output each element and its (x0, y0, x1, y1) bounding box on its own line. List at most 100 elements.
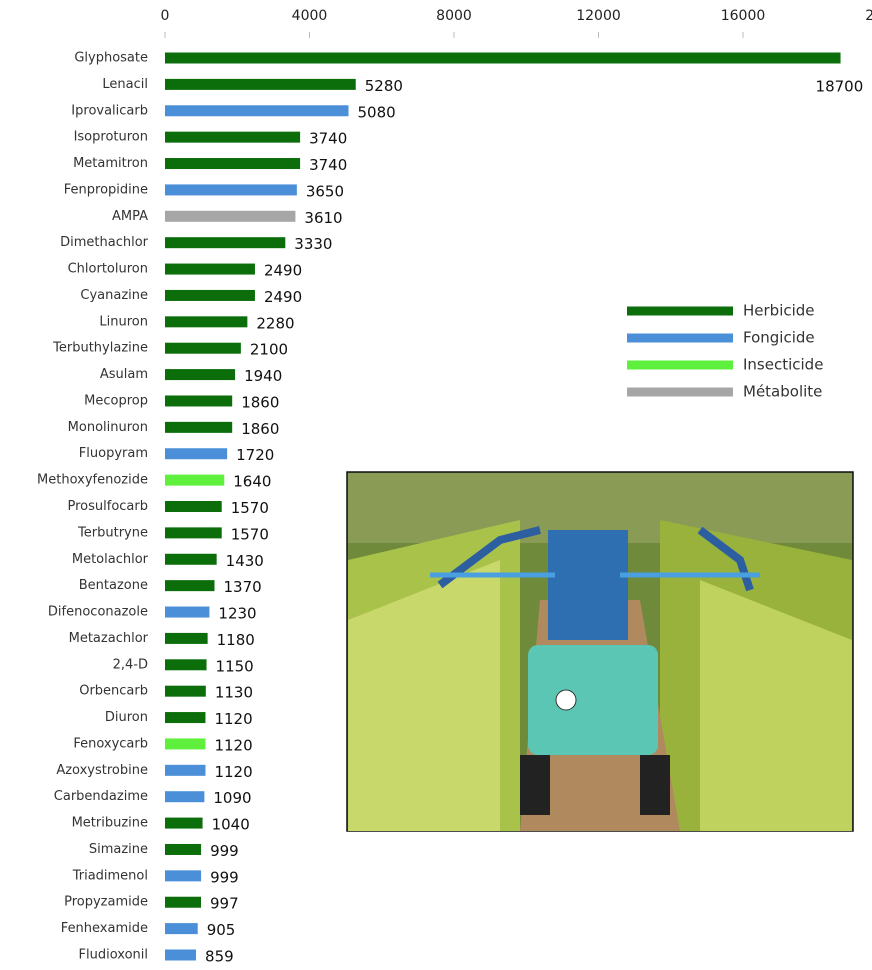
bar (165, 210, 296, 222)
value-label: 1570 (231, 525, 269, 543)
bar (165, 606, 210, 618)
bar (165, 632, 208, 644)
y-tick-label: Prosulfocarb (68, 499, 149, 514)
bar (165, 580, 215, 592)
bar (165, 395, 233, 407)
bar (165, 712, 206, 724)
bar (165, 131, 301, 143)
value-label: 1120 (214, 736, 252, 754)
y-tick-label: Isoproturon (74, 130, 148, 145)
value-label: 2490 (264, 262, 302, 280)
bar (165, 105, 349, 117)
bar (165, 289, 255, 301)
y-tick-label: Triadimenol (72, 868, 148, 883)
value-label: 1040 (212, 816, 250, 834)
value-label: 1180 (217, 631, 255, 649)
y-tick-label: Azoxystrobine (56, 763, 148, 778)
value-label: 859 (205, 948, 234, 966)
x-tick-label: 8000 (436, 8, 472, 24)
value-label: 2100 (250, 341, 288, 359)
photo (346, 471, 854, 832)
bar (165, 896, 202, 908)
y-tick-label: Mecoprop (84, 393, 148, 408)
value-label: 1130 (215, 684, 253, 702)
bar (165, 158, 301, 170)
value-label: 3610 (304, 209, 342, 227)
bar (165, 870, 202, 882)
value-label: 5080 (358, 103, 396, 121)
value-label: 1090 (213, 789, 251, 807)
value-label: 3740 (309, 156, 347, 174)
bar (165, 448, 228, 460)
x-tick-label: 4000 (292, 8, 328, 24)
value-label: 3740 (309, 130, 347, 148)
y-tick-label: Difenoconazole (48, 605, 148, 620)
bar (165, 369, 236, 381)
bar (165, 553, 217, 565)
y-tick-label: Propyzamide (64, 895, 148, 910)
value-label: 905 (207, 921, 236, 939)
value-label: 1370 (223, 578, 261, 596)
bar (165, 263, 255, 275)
bar (165, 949, 197, 961)
value-label: 1230 (218, 605, 256, 623)
y-tick-label: Orbencarb (79, 684, 148, 699)
value-label: 2280 (256, 314, 294, 332)
value-label: 1860 (241, 393, 279, 411)
y-tick-label: Glyphosate (74, 51, 148, 66)
bar (165, 342, 241, 354)
value-label: 5280 (365, 77, 403, 95)
y-tick-label: Iprovalicarb (71, 103, 148, 118)
x-tick-label: 12000 (576, 8, 621, 24)
value-label: 1940 (244, 367, 282, 385)
value-label: 999 (210, 868, 239, 886)
legend-label: Fongicide (743, 329, 815, 347)
bar (165, 685, 206, 697)
value-label: 1860 (241, 420, 279, 438)
value-label: 999 (210, 842, 239, 860)
y-tick-label: Linuron (99, 314, 148, 329)
y-tick-label: Fenoxycarb (73, 736, 148, 751)
y-tick-label: Monolinuron (68, 420, 148, 435)
value-label: 1120 (214, 763, 252, 781)
y-tick-label: Terbuthylazine (52, 341, 148, 356)
value-label: 1120 (214, 710, 252, 728)
x-tick-label: 20000 (865, 8, 872, 24)
y-tick-label: Fludioxonil (79, 948, 148, 963)
bar (165, 764, 206, 776)
bar (165, 791, 205, 803)
y-tick-label: Chlortoluron (68, 262, 148, 277)
bar (165, 659, 207, 671)
y-tick-label: Metazachlor (69, 631, 149, 646)
bar (165, 527, 222, 539)
y-tick-label: Fenhexamide (61, 921, 148, 936)
value-label: 2490 (264, 288, 302, 306)
bar (165, 421, 233, 433)
value-label: 1720 (236, 446, 274, 464)
y-tick-label: Lenacil (102, 77, 148, 92)
y-tick-label: Terbutryne (77, 525, 148, 540)
x-tick-label: 0 (161, 8, 170, 24)
bar (165, 923, 198, 935)
value-label: 18700 (816, 78, 864, 96)
y-tick-label: Metribuzine (72, 816, 148, 831)
bar (165, 237, 286, 249)
y-tick-label: Simazine (89, 842, 148, 857)
legend-label: Herbicide (743, 302, 815, 320)
value-label: 997 (210, 895, 239, 913)
value-label: 1430 (226, 552, 264, 570)
y-tick-label: Metolachlor (72, 552, 149, 567)
y-tick-label: Fenpropidine (64, 182, 148, 197)
bar (165, 817, 203, 829)
x-tick-label: 16000 (721, 8, 766, 24)
y-tick-label: Dimethachlor (60, 235, 149, 250)
legend-label: Métabolite (743, 383, 822, 401)
legend-label: Insecticide (743, 356, 823, 374)
y-tick-label: Diuron (105, 710, 148, 725)
value-label: 1570 (231, 499, 269, 517)
bar (165, 738, 206, 750)
value-label: 1150 (216, 657, 254, 675)
y-tick-label: Asulam (100, 367, 148, 382)
